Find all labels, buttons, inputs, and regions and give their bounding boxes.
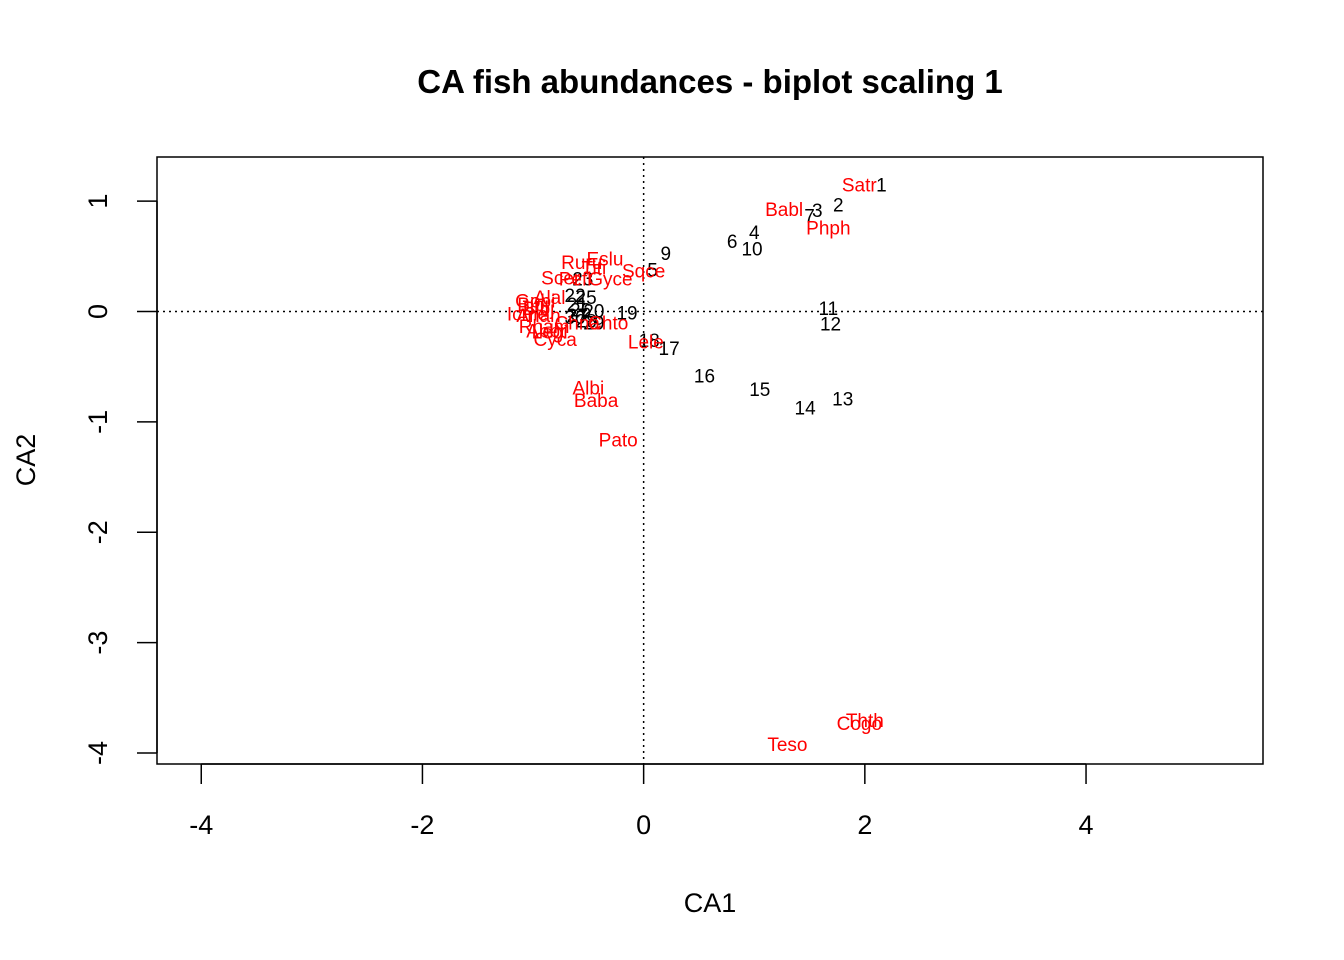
site-label: 4: [749, 223, 760, 244]
site-label: 9: [660, 244, 671, 265]
species-label: Eslu: [586, 250, 623, 271]
x-tick-label: -4: [189, 810, 213, 840]
site-label: 27: [567, 306, 588, 327]
species-label: Anan: [516, 306, 560, 327]
site-label: 22: [564, 286, 585, 307]
site-label: 15: [749, 380, 770, 401]
site-label: 30: [564, 308, 585, 329]
site-label: 25: [576, 288, 597, 309]
site-label: 2: [833, 195, 844, 216]
site-label: 7: [804, 206, 815, 227]
site-label: 26: [570, 300, 591, 321]
site-label: 10: [741, 240, 762, 261]
x-tick-label: 0: [636, 810, 651, 840]
species-label: Sqce: [622, 262, 665, 283]
species-label: Gyce: [588, 269, 632, 290]
species-label: Alal: [534, 288, 566, 309]
y-tick-label: -4: [83, 741, 113, 765]
species-label: Albi: [572, 379, 604, 400]
species-label: Bjbj: [517, 295, 549, 316]
species-label: Rham: [519, 317, 570, 338]
species-label: Teso: [767, 735, 807, 756]
site-label: 16: [694, 367, 715, 388]
site-label: 14: [795, 399, 817, 420]
site-label: 13: [832, 390, 853, 411]
species-label: Icme: [507, 305, 548, 326]
x-tick-label: 4: [1079, 810, 1094, 840]
species-label: Scer: [541, 268, 581, 289]
site-label: 28: [576, 311, 597, 332]
species-label: Legi: [532, 322, 568, 343]
site-label: 20: [583, 301, 604, 322]
x-axis-title: CA1: [684, 888, 737, 918]
species-label: Chto: [588, 314, 628, 335]
plot-frame: [156, 156, 1264, 765]
site-label: 1: [876, 176, 887, 197]
species-label: Satr: [842, 176, 878, 197]
species-label: Cyca: [534, 330, 578, 351]
site-label: 12: [820, 315, 841, 336]
y-tick-label: -3: [83, 631, 113, 655]
species-label: Abbr: [526, 321, 567, 342]
site-label: 11: [818, 299, 838, 320]
species-label: Thth: [846, 711, 884, 732]
site-label: 5: [647, 261, 658, 282]
species-label: Ruru: [561, 253, 602, 274]
species-label: Pato: [599, 431, 638, 452]
species-label: Cogo: [837, 714, 882, 735]
y-tick-label: 0: [83, 304, 113, 319]
site-label: 29: [583, 314, 604, 335]
y-tick-label: 1: [83, 194, 113, 209]
y-axis-title: CA2: [11, 434, 41, 487]
site-label: 17: [659, 339, 680, 360]
species-label: Phph: [806, 219, 850, 240]
species-label: Titi: [582, 258, 607, 279]
y-tick-label: -1: [83, 410, 113, 434]
x-tick-label: 2: [857, 810, 872, 840]
site-label: 19: [616, 304, 637, 325]
species-label: Gobi: [515, 291, 555, 312]
species-label: Babl: [765, 200, 803, 221]
x-tick-label: -2: [410, 810, 434, 840]
site-label: 6: [727, 232, 738, 253]
species-label: Baba: [574, 391, 619, 412]
y-tick-label: -2: [83, 520, 113, 544]
chart-title: CA fish abundances - biplot scaling 1: [417, 63, 1003, 100]
site-label: 21: [567, 295, 588, 316]
species-label: Blbj: [523, 299, 555, 320]
site-label: 3: [812, 201, 823, 222]
species-label: Pefl: [559, 269, 592, 290]
species-label: Lele: [628, 332, 664, 353]
site-label: 18: [639, 331, 660, 352]
site-label: 23: [572, 269, 593, 290]
species-label: Chna: [555, 314, 601, 335]
